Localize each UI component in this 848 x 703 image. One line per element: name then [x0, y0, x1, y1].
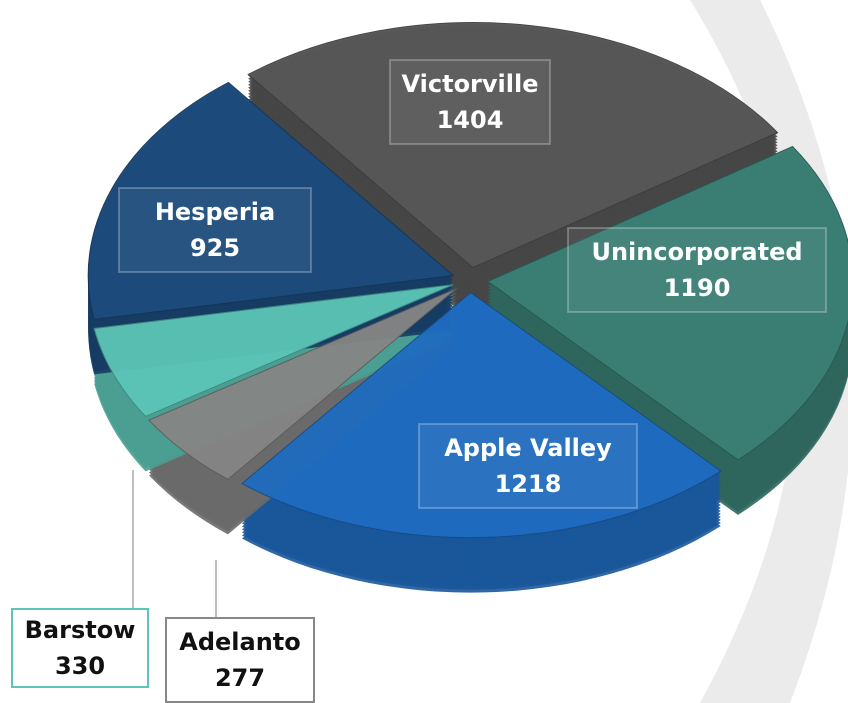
pie-slice	[241, 291, 722, 539]
label-name: Hesperia	[155, 198, 275, 226]
label-name: Victorville	[401, 70, 538, 98]
label-box	[418, 423, 638, 509]
pie-tops	[87, 22, 848, 539]
label-name: Unincorporated	[591, 238, 802, 266]
label-value: 1404	[437, 106, 504, 134]
label-box	[165, 617, 315, 703]
pie-slice	[93, 284, 454, 417]
pie-slice	[247, 22, 779, 269]
label-value: 277	[215, 664, 265, 692]
pie-slice	[148, 287, 457, 480]
label-value: 925	[190, 234, 240, 262]
label-value: 1190	[664, 274, 731, 302]
label-name: Barstow	[25, 616, 136, 644]
label-box	[567, 227, 827, 313]
label-value: 1218	[495, 470, 562, 498]
pie-slice	[486, 145, 848, 461]
label-box	[118, 187, 312, 273]
label-box	[389, 59, 551, 145]
pie-slice	[87, 81, 455, 320]
label-value: 330	[55, 652, 105, 680]
data-labels: Victorville 1404 Unincorporated 1190 Apple V…	[11, 59, 827, 703]
label-name: Apple Valley	[444, 434, 612, 462]
label-box	[11, 608, 149, 688]
label-name: Adelanto	[179, 628, 301, 656]
